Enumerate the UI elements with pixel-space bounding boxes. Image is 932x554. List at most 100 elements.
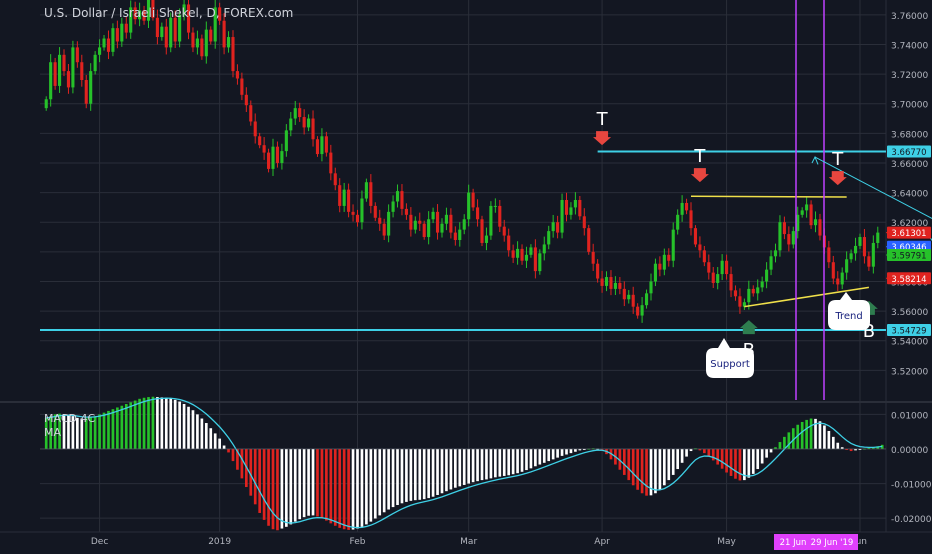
- macd-bar: [720, 448, 724, 469]
- candle-body: [582, 216, 586, 229]
- price-tick: 3.68000: [891, 130, 928, 140]
- candle-body: [831, 262, 835, 279]
- candle: [742, 298, 746, 310]
- candle-body: [102, 38, 106, 48]
- macd-bar: [458, 448, 462, 487]
- candle-body: [400, 191, 404, 209]
- macd-tick: 0.00000: [891, 446, 928, 456]
- candle-body: [516, 248, 520, 258]
- callout-text: Trend: [834, 311, 862, 322]
- macd-bar: [440, 448, 444, 494]
- time-tick: Dec: [91, 537, 108, 547]
- candle: [711, 267, 715, 288]
- candle-body: [845, 259, 849, 273]
- candle-body: [720, 260, 724, 275]
- candle: [524, 246, 529, 268]
- macd-bar: [107, 410, 110, 449]
- candle: [289, 112, 293, 137]
- candle: [449, 208, 453, 239]
- macd-tick: -0.02000: [891, 515, 932, 525]
- candle-body: [769, 256, 773, 270]
- candle: [533, 239, 537, 279]
- candle-body: [53, 62, 57, 86]
- macd-bar: [787, 432, 791, 449]
- macd-bar: [667, 448, 671, 481]
- macd-bar: [302, 448, 306, 518]
- candle-body: [298, 108, 302, 118]
- macd-bar: [369, 448, 373, 522]
- candle-body: [658, 263, 662, 270]
- macd-bar: [783, 436, 786, 449]
- candle: [671, 222, 675, 268]
- macd-bar: [582, 448, 586, 450]
- macd-bar: [729, 448, 733, 476]
- macd-bar: [44, 417, 48, 449]
- date-badge-bg: [774, 534, 858, 550]
- macd-bar: [293, 448, 297, 522]
- macd-tick: -0.01000: [891, 481, 932, 491]
- candle: [253, 113, 257, 144]
- drawings: TTTBBSupportTrend: [593, 0, 932, 400]
- price-badge-bg: [887, 323, 931, 336]
- arrow-down-icon: [593, 131, 612, 146]
- candle-body: [120, 23, 124, 42]
- price-badge: 3.54729: [887, 323, 931, 336]
- macd-bar: [382, 448, 386, 513]
- candle: [560, 193, 564, 239]
- candle: [564, 192, 569, 222]
- candle-body: [80, 62, 84, 80]
- candle: [320, 128, 324, 162]
- macd-bar: [378, 448, 382, 516]
- candle: [231, 30, 235, 78]
- macd-bar: [836, 442, 840, 449]
- date-badge: 29 Jun '19: [811, 538, 854, 548]
- candle-body: [498, 205, 502, 227]
- candle: [89, 63, 93, 111]
- candle-body: [693, 228, 698, 245]
- price-badge-bg: [887, 272, 931, 285]
- candle: [142, 5, 146, 25]
- macd-bar: [502, 448, 506, 476]
- macd-bar: [347, 448, 350, 530]
- candle-body: [587, 228, 591, 252]
- candle-body: [449, 214, 453, 233]
- macd-bar: [333, 448, 337, 526]
- candle-body: [631, 294, 635, 307]
- candle-body: [640, 305, 644, 316]
- candle: [324, 131, 328, 157]
- candle-body: [742, 302, 746, 307]
- macd-bar: [400, 448, 404, 504]
- candle: [422, 220, 426, 240]
- candle: [596, 259, 600, 283]
- date-badge: 21 Jun: [780, 538, 807, 548]
- candle-body: [98, 47, 102, 55]
- macd-bar: [124, 404, 128, 449]
- macd-bar: [120, 405, 124, 449]
- candle: [613, 276, 617, 295]
- macd-bar: [743, 448, 746, 481]
- candle-body: [320, 136, 324, 155]
- price-tick: 3.52000: [891, 367, 928, 377]
- macd-bar: [618, 448, 622, 470]
- candle: [173, 10, 177, 48]
- candle: [462, 214, 466, 235]
- time-tick: Apr: [594, 537, 610, 547]
- candle-body: [249, 105, 253, 122]
- candle: [235, 64, 239, 85]
- candle: [836, 271, 840, 292]
- candle-body: [644, 293, 649, 306]
- macd-bar: [373, 448, 377, 519]
- candle-body: [213, 7, 217, 42]
- candles: [44, 0, 880, 323]
- candle: [502, 219, 506, 242]
- candle: [333, 167, 337, 191]
- candle-body: [813, 219, 818, 226]
- macd-bar: [405, 448, 408, 502]
- top-annotation: T: [593, 109, 612, 146]
- candle-body: [195, 38, 199, 48]
- candle-body: [267, 152, 271, 169]
- macd-bar: [622, 448, 626, 475]
- macd-bar: [840, 447, 844, 449]
- date-badges: 21 Jun 29 Jun '19: [774, 534, 858, 550]
